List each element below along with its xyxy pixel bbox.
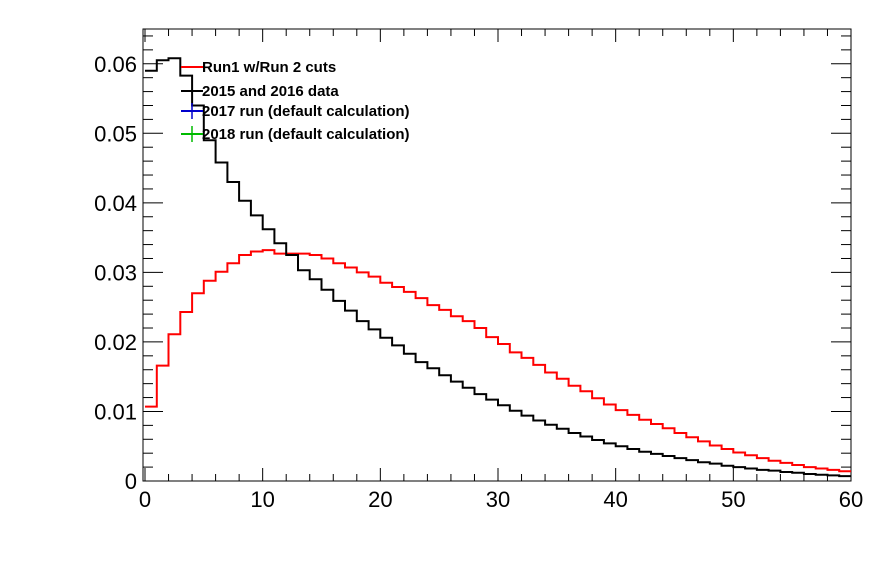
x-tick-label: 20 bbox=[368, 487, 392, 512]
y-axis-tick-labels: 0 0.01 0.02 0.03 0.04 0.05 0.06 bbox=[94, 52, 137, 494]
y-tick-label: 0.06 bbox=[94, 52, 137, 77]
x-tick-label: 50 bbox=[721, 487, 745, 512]
x-tick-label: 40 bbox=[603, 487, 627, 512]
axis-ticks bbox=[143, 29, 852, 482]
x-tick-label: 10 bbox=[250, 487, 274, 512]
series-layer bbox=[145, 57, 851, 478]
series-line-1 bbox=[145, 57, 851, 478]
x-tick-label: 0 bbox=[139, 487, 151, 512]
y-tick-label: 0.01 bbox=[94, 399, 137, 424]
y-tick-label: 0.04 bbox=[94, 191, 137, 216]
y-tick-label: 0 bbox=[125, 469, 137, 494]
x-axis-tick-labels: 0 10 20 30 40 50 60 bbox=[139, 487, 863, 512]
plot-frame bbox=[142, 28, 852, 482]
x-tick-label: 60 bbox=[839, 487, 863, 512]
legend-label-3: 2018 run (default calculation) bbox=[202, 126, 410, 143]
y-tick-label: 0.05 bbox=[94, 121, 137, 146]
legend: Run1 w/Run 2 cuts 2015 and 2016 data 2017 … bbox=[181, 59, 410, 143]
legend-label-1: 2015 and 2016 data bbox=[202, 83, 339, 100]
series-line-0 bbox=[145, 249, 851, 473]
y-tick-label: 0.02 bbox=[94, 330, 137, 355]
x-tick-label: 30 bbox=[486, 487, 510, 512]
legend-label-0: Run1 w/Run 2 cuts bbox=[202, 59, 336, 76]
legend-label-2: 2017 run (default calculation) bbox=[202, 103, 410, 120]
y-tick-label: 0.03 bbox=[94, 260, 137, 285]
